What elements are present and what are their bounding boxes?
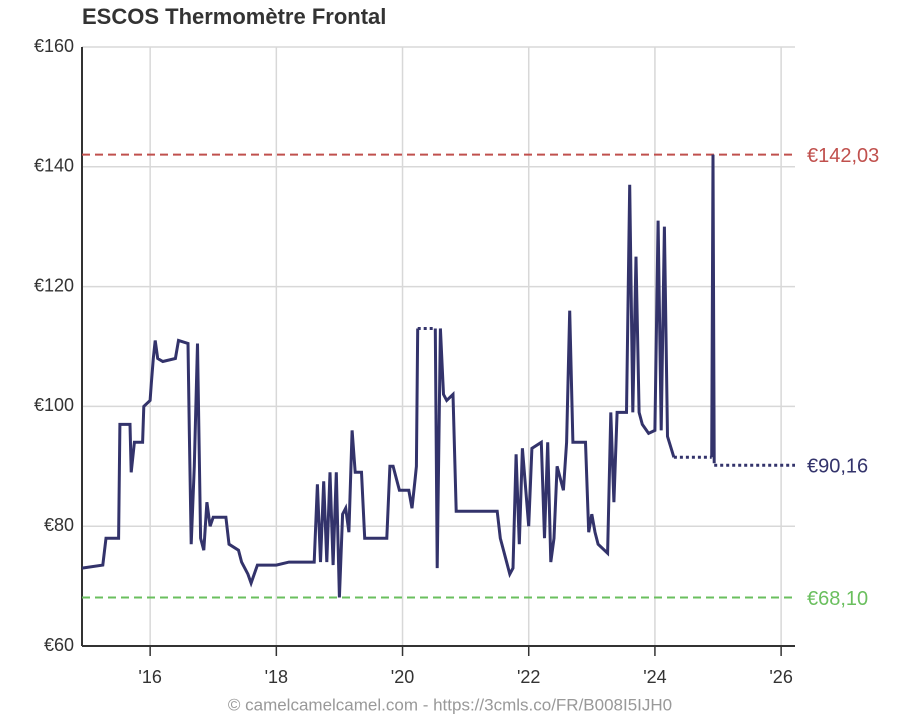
- y-tick-label: €60: [44, 635, 74, 655]
- x-tick-label: '20: [391, 667, 414, 687]
- reference-label: €90,16: [807, 456, 868, 478]
- x-tick-label: '18: [265, 667, 288, 687]
- footer: © camelcamelcamel.com - https://3cmls.co…: [228, 695, 672, 714]
- y-tick-label: €100: [34, 395, 74, 415]
- price-line: [433, 184, 676, 579]
- price-line: [81, 328, 420, 598]
- y-tick-label: €160: [34, 36, 74, 56]
- price-line: [710, 154, 716, 464]
- reference-label: €142,03: [807, 145, 879, 167]
- y-tick-label: €140: [34, 156, 74, 176]
- x-tick-label: '16: [138, 667, 161, 687]
- x-tick-label: '26: [769, 667, 792, 687]
- x-tick-label: '24: [643, 667, 666, 687]
- x-tick-label: '22: [517, 667, 540, 687]
- y-tick-label: €120: [34, 275, 74, 295]
- chart-title: ESCOS Thermomètre Frontal: [82, 4, 386, 29]
- y-tick-label: €80: [44, 515, 74, 535]
- reference-label: €68,10: [807, 588, 868, 610]
